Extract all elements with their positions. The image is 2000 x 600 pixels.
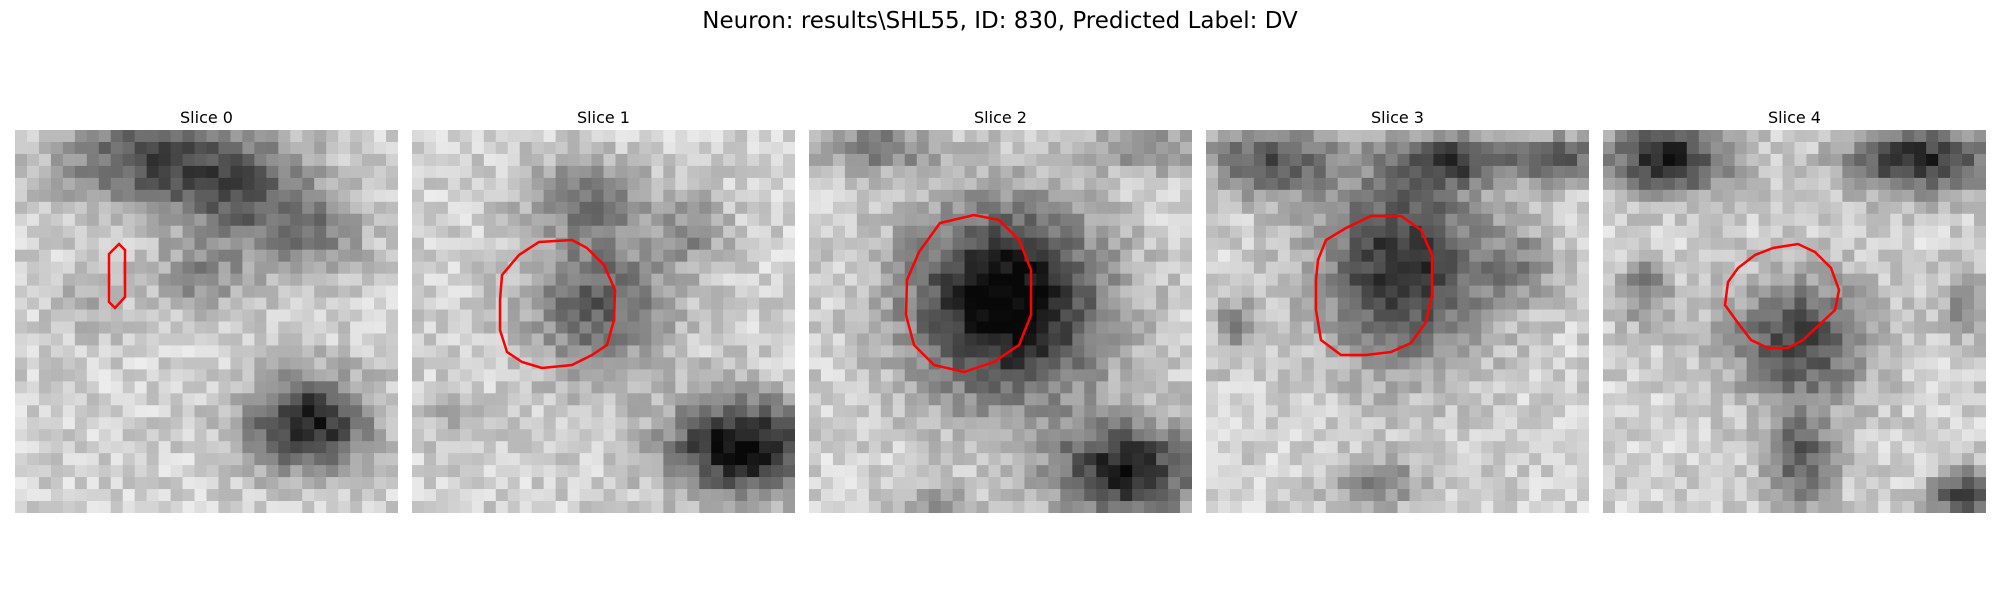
roi-contour-0 [107,242,127,310]
slice-image-0 [15,130,398,513]
slice-panel-2: Slice 2 [809,108,1192,513]
roi-contour-2 [904,213,1033,374]
roi-contour-3 [1314,214,1434,357]
slice-image-1 [412,130,795,513]
slice-title-3: Slice 3 [1371,108,1424,127]
slice-image-3 [1206,130,1589,513]
figure-title: Neuron: results\SHL55, ID: 830, Predicte… [702,8,1298,34]
roi-contour-4 [1723,242,1841,350]
slice-image-4 [1603,130,1986,513]
slice-panel-0: Slice 0 [15,108,398,513]
slice-image-2 [809,130,1192,513]
slice-panel-3: Slice 3 [1206,108,1589,513]
slice-panel-4: Slice 4 [1603,108,1986,513]
slice-title-4: Slice 4 [1768,108,1821,127]
slice-title-0: Slice 0 [180,108,233,127]
slice-panel-1: Slice 1 [412,108,795,513]
slice-title-2: Slice 2 [974,108,1027,127]
slice-title-1: Slice 1 [577,108,630,127]
roi-contour-1 [498,238,617,370]
